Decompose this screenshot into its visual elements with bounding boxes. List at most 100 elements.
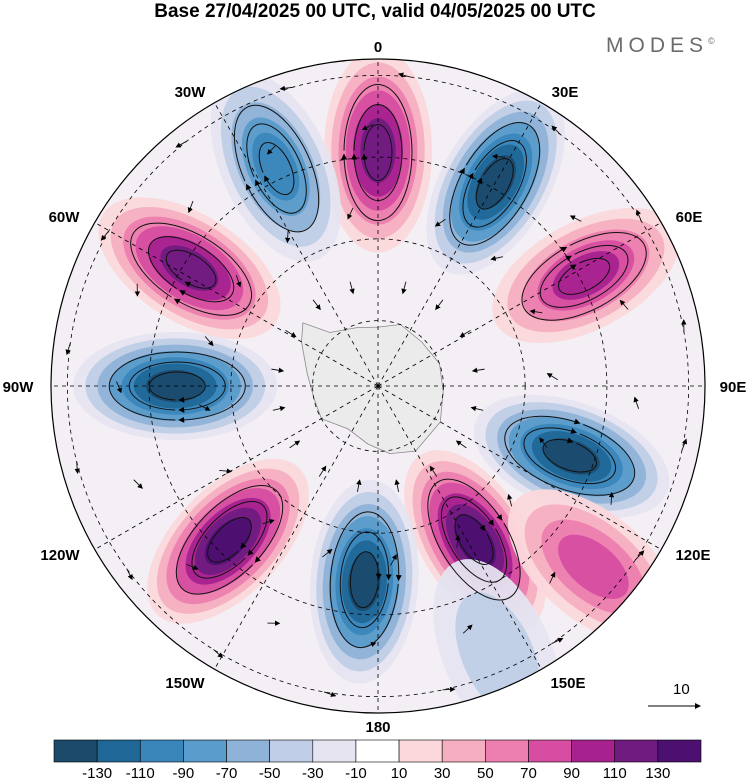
colorbar-tick-label: -90 [173,765,195,782]
brand-logo: MODES© [606,34,715,57]
wind-arrow-icon [312,299,321,311]
colorbar-swatch [485,739,529,763]
reference-vector: 10 [648,681,701,709]
meridian-line [377,385,542,670]
wind-arrow-icon [133,479,143,489]
wind-arrow-icon [361,124,374,131]
meridian-line [377,222,662,387]
colorbar-swatch [183,739,227,763]
wind-arrow-icon [284,230,291,244]
colorbar-swatch [226,739,270,763]
wind-arrow-icon [569,215,582,222]
lon-label-right-upper: 60E [676,209,703,226]
vortex-streamlines [175,485,284,595]
latitude-circle [148,156,608,616]
wind-arrow-icon [434,218,446,227]
colorbar-tick-label: 10 [391,765,408,782]
colorbar: -130 -110 -90 -70 -50 -30 -10 10 30 50 70 90 110 130 [53,739,702,782]
vortex-streamlines [504,415,636,496]
colorbar-tick-label: 70 [520,765,537,782]
lon-label-bottom-right: 150E [550,675,585,692]
wind-arrow-icon [681,438,688,451]
colorbar-tick-label: 90 [563,765,580,782]
wind-arrow-icon [266,144,277,155]
vortex-streamlines [521,232,647,321]
wind-arrow-icon [65,342,71,356]
wind-arrow-icon [347,207,354,220]
wind-arrow-icon [636,209,642,222]
wind-arrow-icon [322,548,333,558]
anomaly-negative [473,394,670,519]
vortex-streamlines [341,84,413,222]
wind-arrow-icon [356,479,362,493]
colorbar-swatch [528,739,572,763]
wind-arrow-icon [262,518,275,525]
colorbar-swatch [53,739,98,763]
meridian-line [377,102,542,387]
colorbar-tick-label: 110 [603,765,627,782]
wind-arrow-icon [271,367,285,373]
wind-arrow-icon [471,367,485,373]
wind-arrow-icon [272,405,286,412]
graticule [51,59,705,713]
wind-arrow-icon [289,440,301,449]
wind-arrow-icon [429,465,438,477]
colorbar-tick-label: 30 [434,765,451,782]
colorbar-tick-label: -10 [345,765,367,782]
wind-arrow-icon [364,642,377,648]
wind-arrow-icon [186,563,199,570]
colorbar-tick-label: -50 [259,765,281,782]
wind-arrow-icon [126,568,133,581]
lon-label-top: 0 [374,39,382,56]
colorbar-swatch [571,739,616,763]
colorbar-swatch [139,739,184,763]
wind-arrow-icon [74,461,80,475]
wind-arrow-icon [507,493,513,507]
lon-label-bottom-left: 150W [165,675,205,692]
chart-title: Base 27/04/2025 00 UTC, valid 04/05/2025… [154,1,596,22]
wind-arrow-icon [401,281,407,295]
wind-arrow-icon [219,468,233,474]
wind-arrow-icon [633,396,640,409]
wind-arrow-icon [323,691,337,697]
lon-label-left-lower: 120W [40,547,80,564]
wind-arrow-icon [116,381,122,394]
wind-arrow-icon [398,72,411,78]
wind-arrow-icon [455,440,467,449]
lon-label-top-right: 30E [552,84,579,101]
wind-arrow-icon [100,230,110,241]
colorbar-tick-label: -110 [126,765,155,782]
vortex-streamlines [329,511,402,649]
colorbar-swatch [96,739,141,763]
wind-arrow-icon [349,281,355,295]
colorbar-tick-label: -30 [302,765,324,782]
wind-arrow-icon [539,437,548,448]
colorbar-swatch [312,739,357,763]
meridian-line [214,385,379,670]
latitude-circle [66,74,690,698]
wind-arrow-icon [198,404,211,411]
meridian-line [214,102,379,387]
vortex-streamlines [449,122,541,246]
wind-arrow-icon [490,255,504,261]
lon-label-left: 90W [3,379,35,396]
anomaly-negative [210,71,341,262]
meridian-line [94,385,379,550]
colorbar-swatch [614,739,659,763]
antarctica-landmass [301,322,444,455]
map-border [50,58,706,714]
vortex-streamlines [427,478,521,601]
wind-arrow-icon [635,550,645,561]
wind-arrow-icon [529,309,543,315]
wind-arrow-icon [455,534,461,548]
lon-label-top-left: 30W [175,84,207,101]
wind-arrow-icon [187,200,194,214]
wind-arrow-icon [491,153,505,160]
lon-label-left-upper: 60W [49,209,81,226]
meridian-line [94,222,379,387]
wind-arrow-icon [279,85,293,91]
vortex-streamlines [130,222,252,316]
colorbar-tick-label: -130 [82,765,112,782]
wind-streamlines [65,72,688,697]
